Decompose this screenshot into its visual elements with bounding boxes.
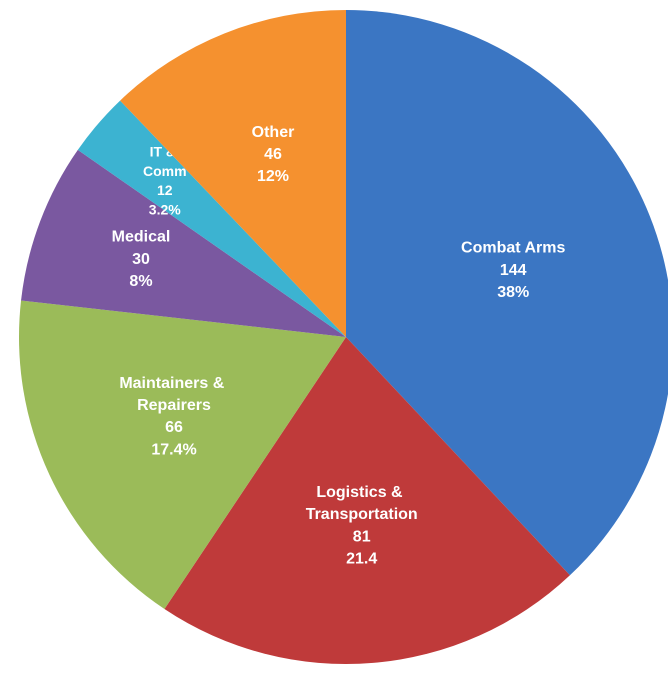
value-label: 66	[165, 419, 183, 436]
value-label: 12	[157, 182, 173, 198]
label-line: Combat Arms	[461, 240, 565, 257]
label-line: Logistics &	[316, 484, 407, 501]
label-line: Comm	[143, 163, 187, 179]
slice-label: Other	[252, 124, 295, 141]
slice-label: Combat Arms	[461, 240, 565, 257]
pie-slice	[77, 100, 346, 337]
value-label: 144	[500, 262, 527, 279]
slice-label: Logistics & Transportation	[306, 484, 418, 523]
label-line: Repairers	[137, 397, 211, 414]
pie-slice	[21, 149, 346, 337]
percent-label: 38%	[497, 284, 529, 301]
slice-label: Maintainers & Repairers	[119, 375, 228, 414]
percent-label: 12%	[257, 168, 289, 185]
pie-slice	[346, 10, 668, 576]
pie-slice	[120, 10, 346, 337]
pie-slice	[18, 300, 346, 609]
value-label: 46	[264, 146, 282, 163]
slice-label: Medical	[112, 229, 171, 246]
label-line: Maintainers &	[119, 375, 228, 392]
percent-label: 3.2%	[149, 201, 181, 217]
percent-label: 17.4%	[151, 441, 196, 458]
label-line: Medical	[112, 229, 171, 246]
value-label: 81	[353, 528, 371, 545]
label-line: Transportation	[306, 506, 418, 523]
pie-slice	[164, 337, 570, 664]
percent-label: 21.4	[346, 550, 377, 567]
percent-label: 8%	[129, 273, 152, 290]
value-label: 30	[132, 251, 150, 268]
label-line: Other	[252, 124, 295, 141]
